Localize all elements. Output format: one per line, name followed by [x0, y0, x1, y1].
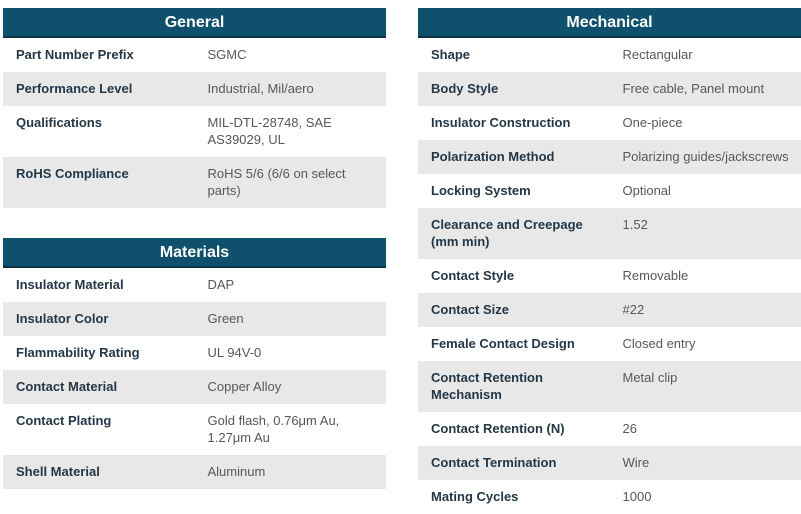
spec-label: RoHS Compliance — [3, 157, 195, 208]
mechanical-table-header: Mechanical — [418, 8, 801, 37]
spec-value: Free cable, Panel mount — [610, 72, 801, 106]
spec-label: Contact Style — [418, 259, 610, 293]
spec-label: Contact Retention (N) — [418, 412, 610, 446]
spec-label: Insulator Construction — [418, 106, 610, 140]
spec-value: Green — [195, 302, 387, 336]
spec-value: DAP — [195, 267, 387, 302]
spec-label: Clearance and Creepage (mm min) — [418, 208, 610, 259]
spec-label: Contact Retention Mechanism — [418, 361, 610, 412]
general-table-header: General — [3, 8, 386, 37]
spec-value: Rectangular — [610, 37, 801, 72]
spec-label: Shape — [418, 37, 610, 72]
spec-row: Clearance and Creepage (mm min)1.52 — [418, 208, 801, 259]
spec-row: Contact Size#22 — [418, 293, 801, 327]
spec-value: Optional — [610, 174, 801, 208]
spec-value: One-piece — [610, 106, 801, 140]
materials-table-header: Materials — [3, 238, 386, 267]
spec-value: Removable — [610, 259, 801, 293]
spec-label: Part Number Prefix — [3, 37, 195, 72]
spec-value: UL 94V-0 — [195, 336, 387, 370]
general-table-title: General — [3, 8, 386, 37]
spec-label: Insulator Color — [3, 302, 195, 336]
spec-value: #22 — [610, 293, 801, 327]
spec-value: Wire — [610, 446, 801, 480]
spec-value: 26 — [610, 412, 801, 446]
spec-label: Insulator Material — [3, 267, 195, 302]
spec-label: Polarization Method — [418, 140, 610, 174]
spec-label: Contact Size — [418, 293, 610, 327]
spec-label: Contact Plating — [3, 404, 195, 455]
spec-value: Industrial, Mil/aero — [195, 72, 387, 106]
spec-label: Locking System — [418, 174, 610, 208]
spec-label: Contact Material — [3, 370, 195, 404]
spec-row: Contact Retention (N)26 — [418, 412, 801, 446]
spec-value: Gold flash, 0.76μm Au, 1.27μm Au — [195, 404, 387, 455]
mechanical-table-title: Mechanical — [418, 8, 801, 37]
spec-value: Polarizing guides/jackscrews — [610, 140, 801, 174]
spec-value: 1000 — [610, 480, 801, 514]
spec-label: Qualifications — [3, 106, 195, 157]
spec-label: Body Style — [418, 72, 610, 106]
materials-table-title: Materials — [3, 238, 386, 267]
spec-label: Flammability Rating — [3, 336, 195, 370]
spec-value: SGMC — [195, 37, 387, 72]
spec-label: Female Contact Design — [418, 327, 610, 361]
spec-value: 1.52 — [610, 208, 801, 259]
spec-label: Shell Material — [3, 455, 195, 489]
spec-label: Performance Level — [3, 72, 195, 106]
spec-label: Mating Cycles — [418, 480, 610, 514]
spec-value: Copper Alloy — [195, 370, 387, 404]
spec-label: Contact Termination — [418, 446, 610, 480]
spec-value: Closed entry — [610, 327, 801, 361]
spec-value: Metal clip — [610, 361, 801, 412]
spec-value: Aluminum — [195, 455, 387, 489]
spec-value: RoHS 5/6 (6/6 on select parts) — [195, 157, 387, 208]
spec-value: MIL-DTL-28748, SAE AS39029, UL — [195, 106, 387, 157]
